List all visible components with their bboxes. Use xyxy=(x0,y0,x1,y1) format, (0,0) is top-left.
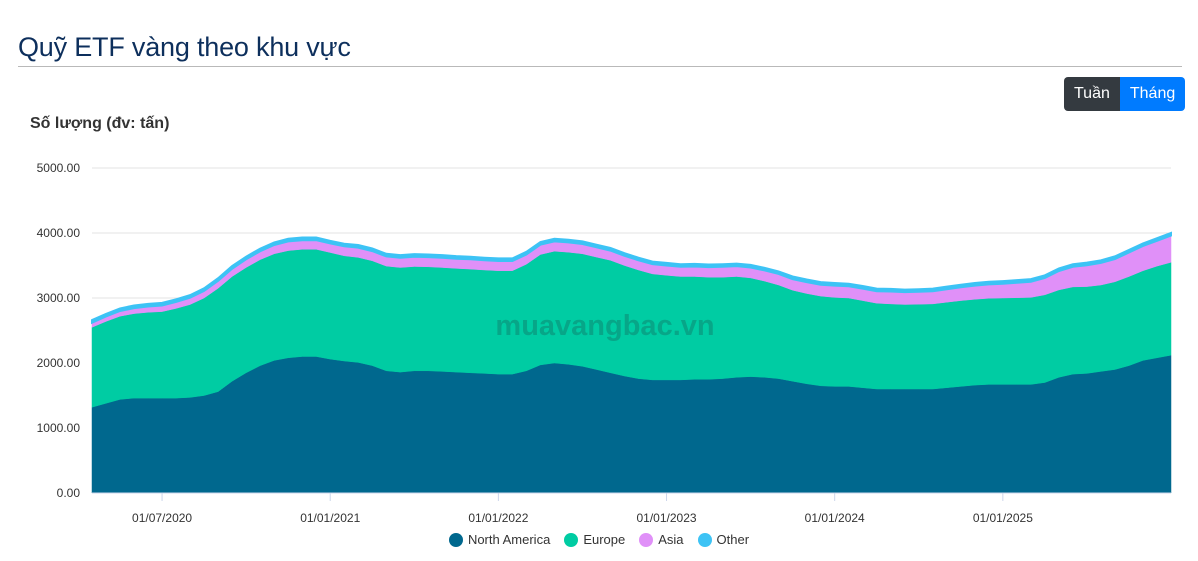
y-tick-label: 5000.00 xyxy=(37,161,81,175)
north-america-swatch xyxy=(448,532,463,547)
y-tick-label: 4000.00 xyxy=(37,226,81,240)
week-button[interactable]: Tuần xyxy=(1064,77,1120,111)
other-swatch xyxy=(697,532,712,547)
legend-item-asia[interactable]: Asia xyxy=(639,532,684,547)
month-button[interactable]: Tháng xyxy=(1119,77,1186,111)
watermark: muavangbac.vn xyxy=(495,310,714,342)
legend-label: North America xyxy=(467,532,551,547)
legend-item-north-america[interactable]: North America xyxy=(448,532,551,547)
area-other xyxy=(91,231,1172,325)
x-tick-label: 01/01/2024 xyxy=(805,511,865,525)
legend-item-other[interactable]: Other xyxy=(697,532,750,547)
legend-label: Asia xyxy=(658,532,684,547)
y-tick-label: 1000.00 xyxy=(37,421,81,435)
legend-label: Europe xyxy=(583,532,626,547)
page-title: Quỹ ETF vàng theo khu vực xyxy=(18,32,351,63)
x-tick-label: 01/01/2023 xyxy=(637,511,697,525)
y-tick-label: 2000.00 xyxy=(37,356,81,370)
x-tick-label: 01/01/2025 xyxy=(973,511,1033,525)
legend: North America Europe Asia Other xyxy=(0,532,1198,547)
period-toggle: Tuần Tháng xyxy=(1064,77,1186,111)
y-tick-label: 3000.00 xyxy=(37,291,81,305)
x-tick-label: 01/01/2022 xyxy=(468,511,528,525)
europe-swatch xyxy=(564,532,579,547)
y-tick-label: 0.00 xyxy=(57,486,81,500)
x-tick-label: 01/07/2020 xyxy=(132,511,192,525)
divider xyxy=(18,66,1182,67)
legend-label: Other xyxy=(716,532,750,547)
legend-item-europe[interactable]: Europe xyxy=(564,532,625,547)
x-tick-label: 01/01/2021 xyxy=(300,511,360,525)
y-axis-label: Số lượng (đv: tấn) xyxy=(30,115,170,132)
asia-swatch xyxy=(639,532,654,547)
